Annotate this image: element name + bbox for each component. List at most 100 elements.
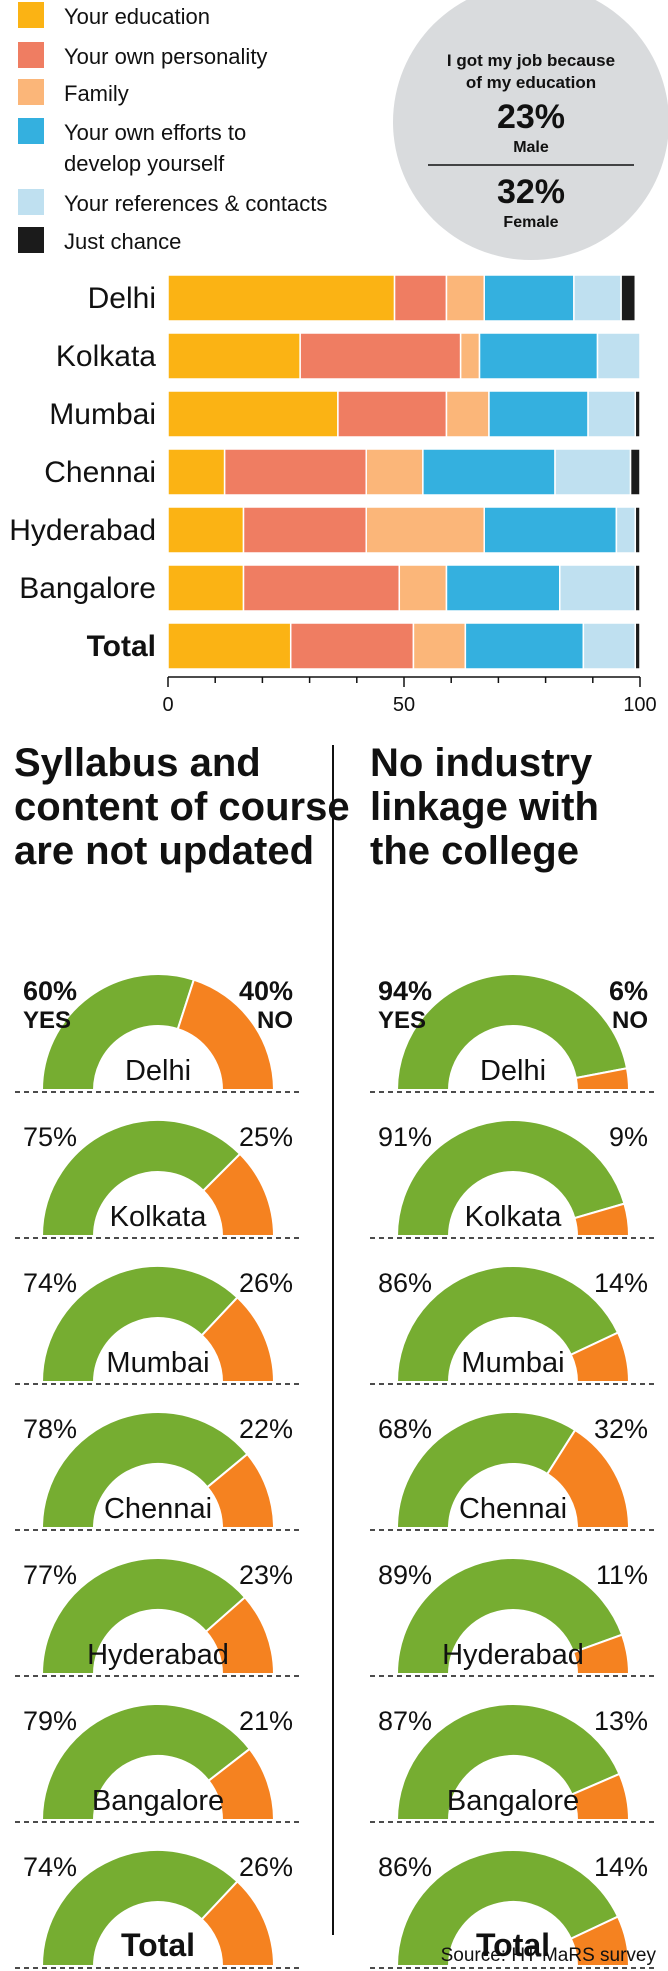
gauge-city-label: Hyderabad [442, 1639, 584, 1671]
left-title-line-3: are not updated [14, 829, 314, 873]
legend-swatch [18, 79, 44, 105]
gauge-yes-arc [395, 1703, 621, 1821]
gauge-city-label: Hyderabad [87, 1639, 229, 1671]
bar-segment [365, 506, 485, 554]
gauge-no-arc [571, 1633, 631, 1675]
bar-segment [573, 274, 622, 322]
gauge-no-arc [574, 1067, 631, 1091]
callout-background [393, 0, 668, 260]
legend: Your education Your own personality Family… [18, 2, 327, 254]
bar-segment [615, 506, 637, 554]
gauge-yes-value: 86% [378, 1268, 432, 1298]
gauge-no-arc [545, 1428, 631, 1529]
gauge-yes-value: 77% [23, 1560, 77, 1590]
gauge-no-value: 9% [609, 1122, 648, 1152]
gauge-city-label: Bangalore [92, 1785, 224, 1817]
gauge-city-label: Kolkata [465, 1201, 563, 1233]
gauge-no-value: 25% [239, 1122, 293, 1152]
legend-label: Your own personality [64, 44, 267, 69]
gauge-yes-value: 91% [378, 1122, 432, 1152]
stacked-bar-chart: Delhi Kolkata Mumbai Chennai Hyderabad Bangal… [9, 274, 657, 716]
bar-segment [620, 274, 637, 322]
callout-circle: I got my job because of my education 23% … [393, 0, 668, 260]
right-title-line-1: No industry [370, 741, 593, 785]
gauge-yes-value: 68% [378, 1414, 432, 1444]
legend-swatch [18, 42, 44, 68]
gauge-no-value: 26% [239, 1852, 293, 1882]
bar-segment [629, 448, 641, 496]
gauge-yes-arc [395, 1265, 620, 1383]
source-note: Source: HT-MaRS survey [441, 1945, 657, 1966]
gauge-no-arc [569, 1915, 631, 1967]
x-tick-label: 0 [162, 694, 173, 716]
bar-segment [365, 448, 424, 496]
gauge-no-label: NO [257, 1007, 293, 1034]
gauge-yes-arc [40, 1849, 239, 1967]
gauge-no-value: 11% [596, 1560, 648, 1590]
callout-text: I got my job because of my education [447, 51, 615, 92]
gauge-yes-value: 79% [23, 1706, 77, 1736]
gauge-yes-value: 78% [23, 1414, 77, 1444]
gauge-yes-arc [40, 1265, 239, 1383]
callout-male-value: 23% [497, 98, 565, 136]
bar-segment [483, 274, 575, 322]
bar-segment [167, 332, 301, 380]
gauge-no-arc [176, 978, 276, 1091]
bar-segment [445, 390, 490, 438]
bar-segment [398, 564, 448, 612]
legend-swatch [18, 118, 44, 144]
callout-text-line-2: of my education [466, 73, 596, 92]
bar-segment [587, 390, 637, 438]
gauge-yes-label: YES [378, 1007, 426, 1034]
bar-category-label: Chennai [44, 456, 156, 489]
gauge-city-label: Chennai [459, 1493, 567, 1525]
gauge-no-arc [204, 1595, 276, 1675]
bar-category-label: Mumbai [49, 398, 156, 431]
gauge-no-value: 6% [609, 976, 648, 1006]
gauge-no-value: 40% [239, 976, 293, 1006]
bar-segment [167, 622, 292, 670]
legend-swatch [18, 2, 44, 28]
gauge-no-arc [570, 1772, 631, 1821]
gauge-yes-arc [40, 973, 196, 1091]
right-title-line-2: linkage with [370, 785, 599, 829]
gauge-no-value: 14% [594, 1852, 648, 1882]
gauge-yes-value: 60% [23, 976, 77, 1006]
x-tick-label: 100 [623, 694, 656, 716]
bar-segment [559, 564, 637, 612]
bar-segment [483, 506, 618, 554]
gauge-yes-arc [395, 973, 629, 1091]
gauge-yes-value: 87% [378, 1706, 432, 1736]
gauge-no-arc [200, 1880, 276, 1967]
gauges-syllabus: Delhi 60% 40% YES NO Kolkata 75% 25% Mumbai 74% 26… [15, 973, 301, 1969]
gauge-yes-arc [395, 1849, 620, 1967]
gauge-yes-arc [395, 1411, 577, 1529]
right-panel-title: No industry linkage with the college [370, 741, 610, 873]
legend-label: Just chance [64, 229, 181, 254]
gauge-yes-value: 94% [378, 976, 432, 1006]
gauge-no-arc [573, 1202, 631, 1237]
gauge-no-value: 32% [594, 1414, 648, 1444]
gauge-yes-label: YES [23, 1007, 71, 1034]
bar-segment [445, 274, 485, 322]
gauge-yes-value: 75% [23, 1122, 77, 1152]
bar-segment [596, 332, 641, 380]
callout-female-label: Female [503, 214, 558, 231]
legend-label-line: develop yourself [64, 151, 225, 176]
bar-segment [167, 274, 396, 322]
bar-segment [422, 448, 556, 496]
gauge-no-arc [201, 1152, 276, 1237]
gauge-no-arc [569, 1331, 631, 1383]
bar-segment [445, 564, 561, 612]
bar-segment [289, 622, 415, 670]
gauge-city-label: Mumbai [106, 1347, 209, 1379]
gauge-city-label: Delhi [125, 1055, 191, 1087]
left-title-line-1: Syllabus and [14, 741, 261, 785]
bar-segment [167, 506, 245, 554]
legend-label-line: Your own efforts to [64, 120, 246, 145]
bar-segment [634, 506, 641, 554]
gauge-no-arc [200, 1296, 276, 1383]
legend-label: Your education [64, 4, 210, 29]
bar-segment [634, 390, 641, 438]
